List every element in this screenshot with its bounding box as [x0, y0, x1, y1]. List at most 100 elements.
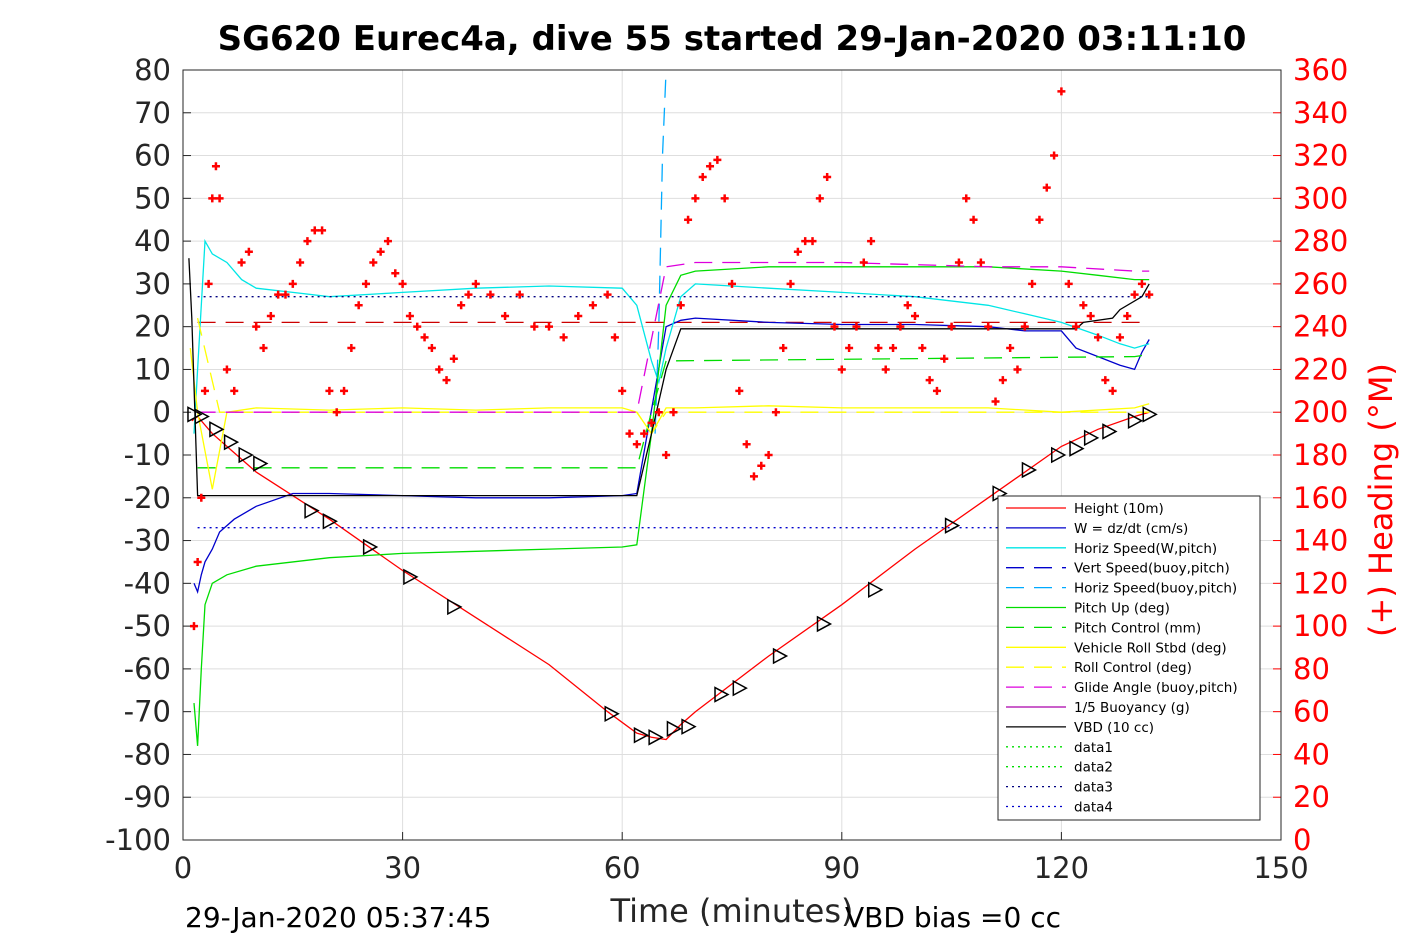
- heading-point: [208, 194, 217, 203]
- legend-label: VBD (10 cc): [1074, 720, 1154, 736]
- direction-marker: [223, 433, 240, 451]
- y-right-tick-label: 200: [1293, 395, 1348, 429]
- heading-point: [998, 376, 1007, 385]
- x-tick-label: 60: [604, 851, 641, 885]
- y-right-tick-label: 180: [1293, 438, 1348, 472]
- heading-point: [1115, 333, 1124, 342]
- direction-marker: [322, 513, 338, 530]
- y-right-tick-label: 100: [1293, 609, 1348, 643]
- y-tick-label: -70: [124, 695, 171, 729]
- heading-point: [244, 247, 253, 256]
- legend: Height (10m) W = dz/dt (cm/s) Horiz Speed(…: [997, 495, 1261, 821]
- heading-point: [618, 386, 627, 395]
- direction-marker: [1069, 440, 1085, 457]
- heading-point: [662, 451, 671, 459]
- y-right-tick-label: 140: [1293, 524, 1348, 558]
- heading-point: [325, 386, 334, 395]
- heading-point: [391, 269, 400, 278]
- y-tick-label: 30: [134, 267, 171, 301]
- direction-marker: [944, 517, 961, 534]
- direction-marker: [772, 647, 789, 665]
- heading-point: [1057, 87, 1066, 96]
- legend-label: Glide Angle (buoy,pitch): [1074, 680, 1238, 696]
- heading-point: [211, 162, 220, 171]
- legend-label: data3: [1074, 780, 1113, 796]
- y-right-tick-label: 340: [1293, 96, 1348, 130]
- heading-point: [954, 258, 963, 267]
- heading-point: [1079, 301, 1088, 310]
- direction-marker: [604, 705, 620, 723]
- heading-point: [976, 258, 985, 267]
- legend-label: Horiz Speed(buoy,pitch): [1074, 581, 1237, 597]
- direction-marker: [816, 615, 833, 633]
- direction-marker: [648, 729, 664, 746]
- footer-vbd-bias: VBD bias =0 cc: [845, 901, 1061, 934]
- series-line: [188, 258, 1150, 497]
- direction-marker: [732, 679, 748, 697]
- heading-point: [354, 301, 363, 310]
- heading-point: [369, 258, 378, 267]
- heading-point: [1108, 386, 1117, 395]
- footer-timestamp: 29-Jan-2020 05:37:45: [185, 901, 491, 934]
- heading-point: [779, 344, 788, 353]
- heading-point: [984, 322, 993, 331]
- heading-point: [197, 493, 206, 502]
- heading-point: [398, 279, 407, 288]
- heading-point: [603, 290, 612, 299]
- legend-label: data1: [1074, 740, 1113, 756]
- y-tick-label: -80: [124, 737, 171, 771]
- heading-point: [713, 155, 722, 164]
- legend-label: data2: [1074, 760, 1113, 776]
- heading-point: [1050, 151, 1059, 160]
- plot-frame: [182, 69, 1282, 841]
- series-line: [197, 261, 1150, 413]
- heading-point: [632, 440, 641, 449]
- y-tick-label: 40: [134, 224, 171, 258]
- direction-marker: [447, 598, 463, 616]
- heading-point: [274, 290, 283, 299]
- y-tick-label: -100: [105, 823, 171, 857]
- series-line: [193, 317, 1150, 595]
- heading-point: [815, 194, 824, 203]
- heading-point: [654, 408, 663, 417]
- heading-point: [932, 386, 941, 395]
- heading-point: [222, 365, 231, 374]
- direction-marker: [867, 581, 884, 599]
- heading-point: [1072, 322, 1081, 331]
- y-tick-label: 20: [134, 310, 171, 344]
- heading-point: [786, 279, 795, 288]
- heading-point: [1130, 290, 1139, 299]
- direction-marker: [209, 421, 225, 438]
- y-right-tick-label: 360: [1293, 53, 1348, 87]
- heading-point: [749, 472, 758, 481]
- y-axis-right-label: (+) Heading (°M): [1362, 363, 1400, 637]
- heading-point: [881, 365, 890, 374]
- heading-point: [969, 215, 978, 224]
- heading-point: [837, 365, 846, 374]
- heading-point: [362, 279, 370, 288]
- chart-title: SG620 Eurec4a, dive 55 started 29-Jan-20…: [218, 19, 1247, 59]
- y-right-tick-label: 280: [1293, 224, 1348, 258]
- heading-point: [867, 237, 876, 246]
- heading-point: [823, 172, 832, 181]
- y-right-tick-label: 300: [1293, 181, 1348, 215]
- heading-point: [735, 386, 744, 395]
- heading-point: [647, 418, 656, 427]
- heading-point: [1042, 183, 1051, 192]
- direction-marker: [403, 568, 419, 586]
- heading-point: [940, 354, 949, 363]
- heading-point: [991, 397, 1000, 406]
- heading-point: [947, 322, 956, 331]
- heading-point: [625, 429, 634, 438]
- heading-point: [728, 279, 736, 288]
- heading-point: [698, 172, 707, 181]
- y-tick-label: -40: [124, 566, 171, 600]
- heading-point: [281, 290, 290, 299]
- direction-marker: [633, 726, 650, 744]
- direction-marker: [362, 538, 379, 556]
- legend-label: Vert Speed(buoy,pitch): [1074, 561, 1230, 577]
- heading-point: [252, 322, 261, 331]
- direction-marker: [304, 502, 320, 519]
- heading-point: [288, 279, 297, 288]
- heading-point: [215, 194, 224, 203]
